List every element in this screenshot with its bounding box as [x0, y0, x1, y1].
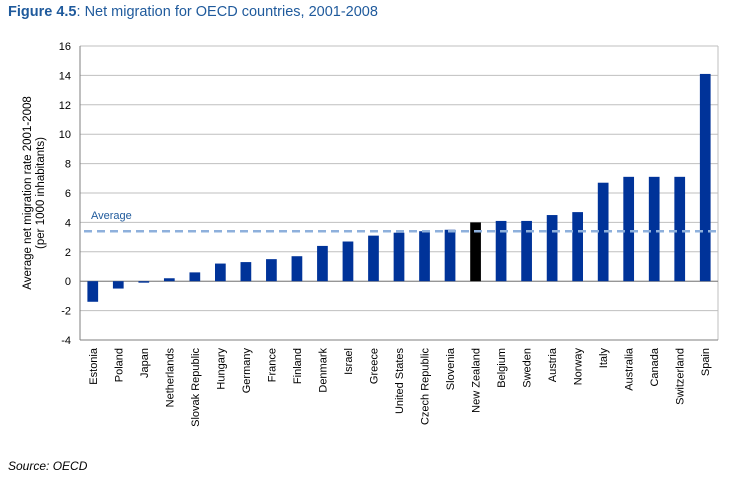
bar-united-states [393, 232, 405, 282]
bar-greece [368, 235, 379, 282]
x-tick-label: Netherlands [164, 348, 176, 408]
bar-poland [112, 281, 124, 289]
bar-slovak-republic [189, 272, 201, 282]
bar-israel [342, 241, 354, 282]
y-tick-label: 0 [65, 276, 71, 288]
average-line-group: Average [84, 210, 716, 233]
y-tick-label: 16 [59, 41, 71, 53]
y-axis-title-line: (per 1000 inhabitants) [35, 137, 47, 249]
x-tick-label: New Zealand [471, 348, 483, 413]
x-tick-label: United States [394, 348, 406, 415]
x-tick-label: Spain [700, 348, 712, 376]
x-tick-label: Belgium [496, 348, 508, 388]
figure-title: Figure 4.5: Net migration for OECD count… [8, 4, 378, 20]
x-tick-label: Denmark [317, 348, 329, 393]
x-tick-label: Israel [343, 348, 355, 375]
bar-norway [572, 212, 583, 282]
bar-austria [546, 215, 558, 282]
bar-hungary [215, 263, 226, 282]
x-tick-label: Italy [598, 348, 610, 369]
bar-netherlands [163, 278, 175, 282]
y-axis-ticks: -4 -2 0 2 4 6 8 10 12 14 16 [59, 41, 71, 347]
x-tick-label: France [266, 348, 278, 382]
x-tick-label: Poland [113, 348, 125, 382]
x-tick-label: Australia [624, 347, 636, 391]
x-tick-label: Slovak Republic [190, 348, 202, 427]
bar-estonia [87, 281, 99, 302]
bar-spain [699, 73, 711, 282]
y-tick-label: -2 [61, 306, 71, 318]
source-note: Source: OECD [8, 459, 88, 473]
bar-denmark [317, 245, 328, 282]
x-tick-label: Japan [139, 348, 151, 378]
x-tick-label: Czech Republic [420, 348, 432, 426]
x-tick-label: Sweden [522, 348, 534, 388]
y-tick-label: 8 [65, 159, 71, 171]
y-tick-label: 14 [59, 70, 71, 82]
x-tick-label: Finland [292, 348, 304, 384]
y-axis-title-line: Average net migration rate 2001-2008 [22, 96, 34, 290]
bars [87, 73, 711, 302]
x-tick-label: Switzerland [675, 348, 687, 405]
bar-italy [597, 182, 609, 282]
x-tick-label: Estonia [88, 347, 100, 385]
average-label: Average [91, 210, 132, 222]
x-tick-label: Hungary [215, 348, 227, 390]
x-tick-label: Austria [547, 347, 559, 382]
bar-czech-republic [419, 231, 430, 282]
bar-france [266, 259, 277, 282]
x-tick-label: Greece [368, 348, 380, 384]
bar-finland [291, 256, 303, 282]
x-tick-label: Canada [649, 347, 661, 386]
y-axis-title: Average net migration rate 2001-2008 (per… [22, 96, 47, 290]
y-tick-label: 4 [65, 217, 71, 229]
bar-new-zealand [470, 222, 481, 282]
bar-slovenia [444, 229, 456, 282]
bar-belgium [495, 220, 507, 282]
bar-japan [138, 281, 150, 283]
y-tick-label: -4 [61, 335, 71, 347]
gridlines [79, 45, 719, 341]
y-tick-label: 10 [59, 129, 71, 141]
y-tick-label: 12 [59, 100, 71, 112]
x-tick-label: Slovenia [445, 347, 457, 390]
bar-canada [648, 176, 660, 282]
y-tick-label: 2 [65, 247, 71, 259]
figure-title-text: Net migration for OECD countries, 2001-2… [84, 4, 378, 20]
bar-australia [623, 176, 635, 282]
x-tick-label: Norway [573, 348, 585, 386]
figure-label: Figure 4.5 [8, 4, 77, 20]
bar-sweden [521, 220, 532, 282]
y-tick-label: 6 [65, 188, 71, 200]
x-tick-label: Germany [241, 348, 253, 394]
x-axis-labels: Estonia Poland Japan Netherlands Slovak Repu… [88, 347, 712, 427]
bar-switzerland [674, 176, 686, 282]
bar-germany [240, 262, 252, 282]
